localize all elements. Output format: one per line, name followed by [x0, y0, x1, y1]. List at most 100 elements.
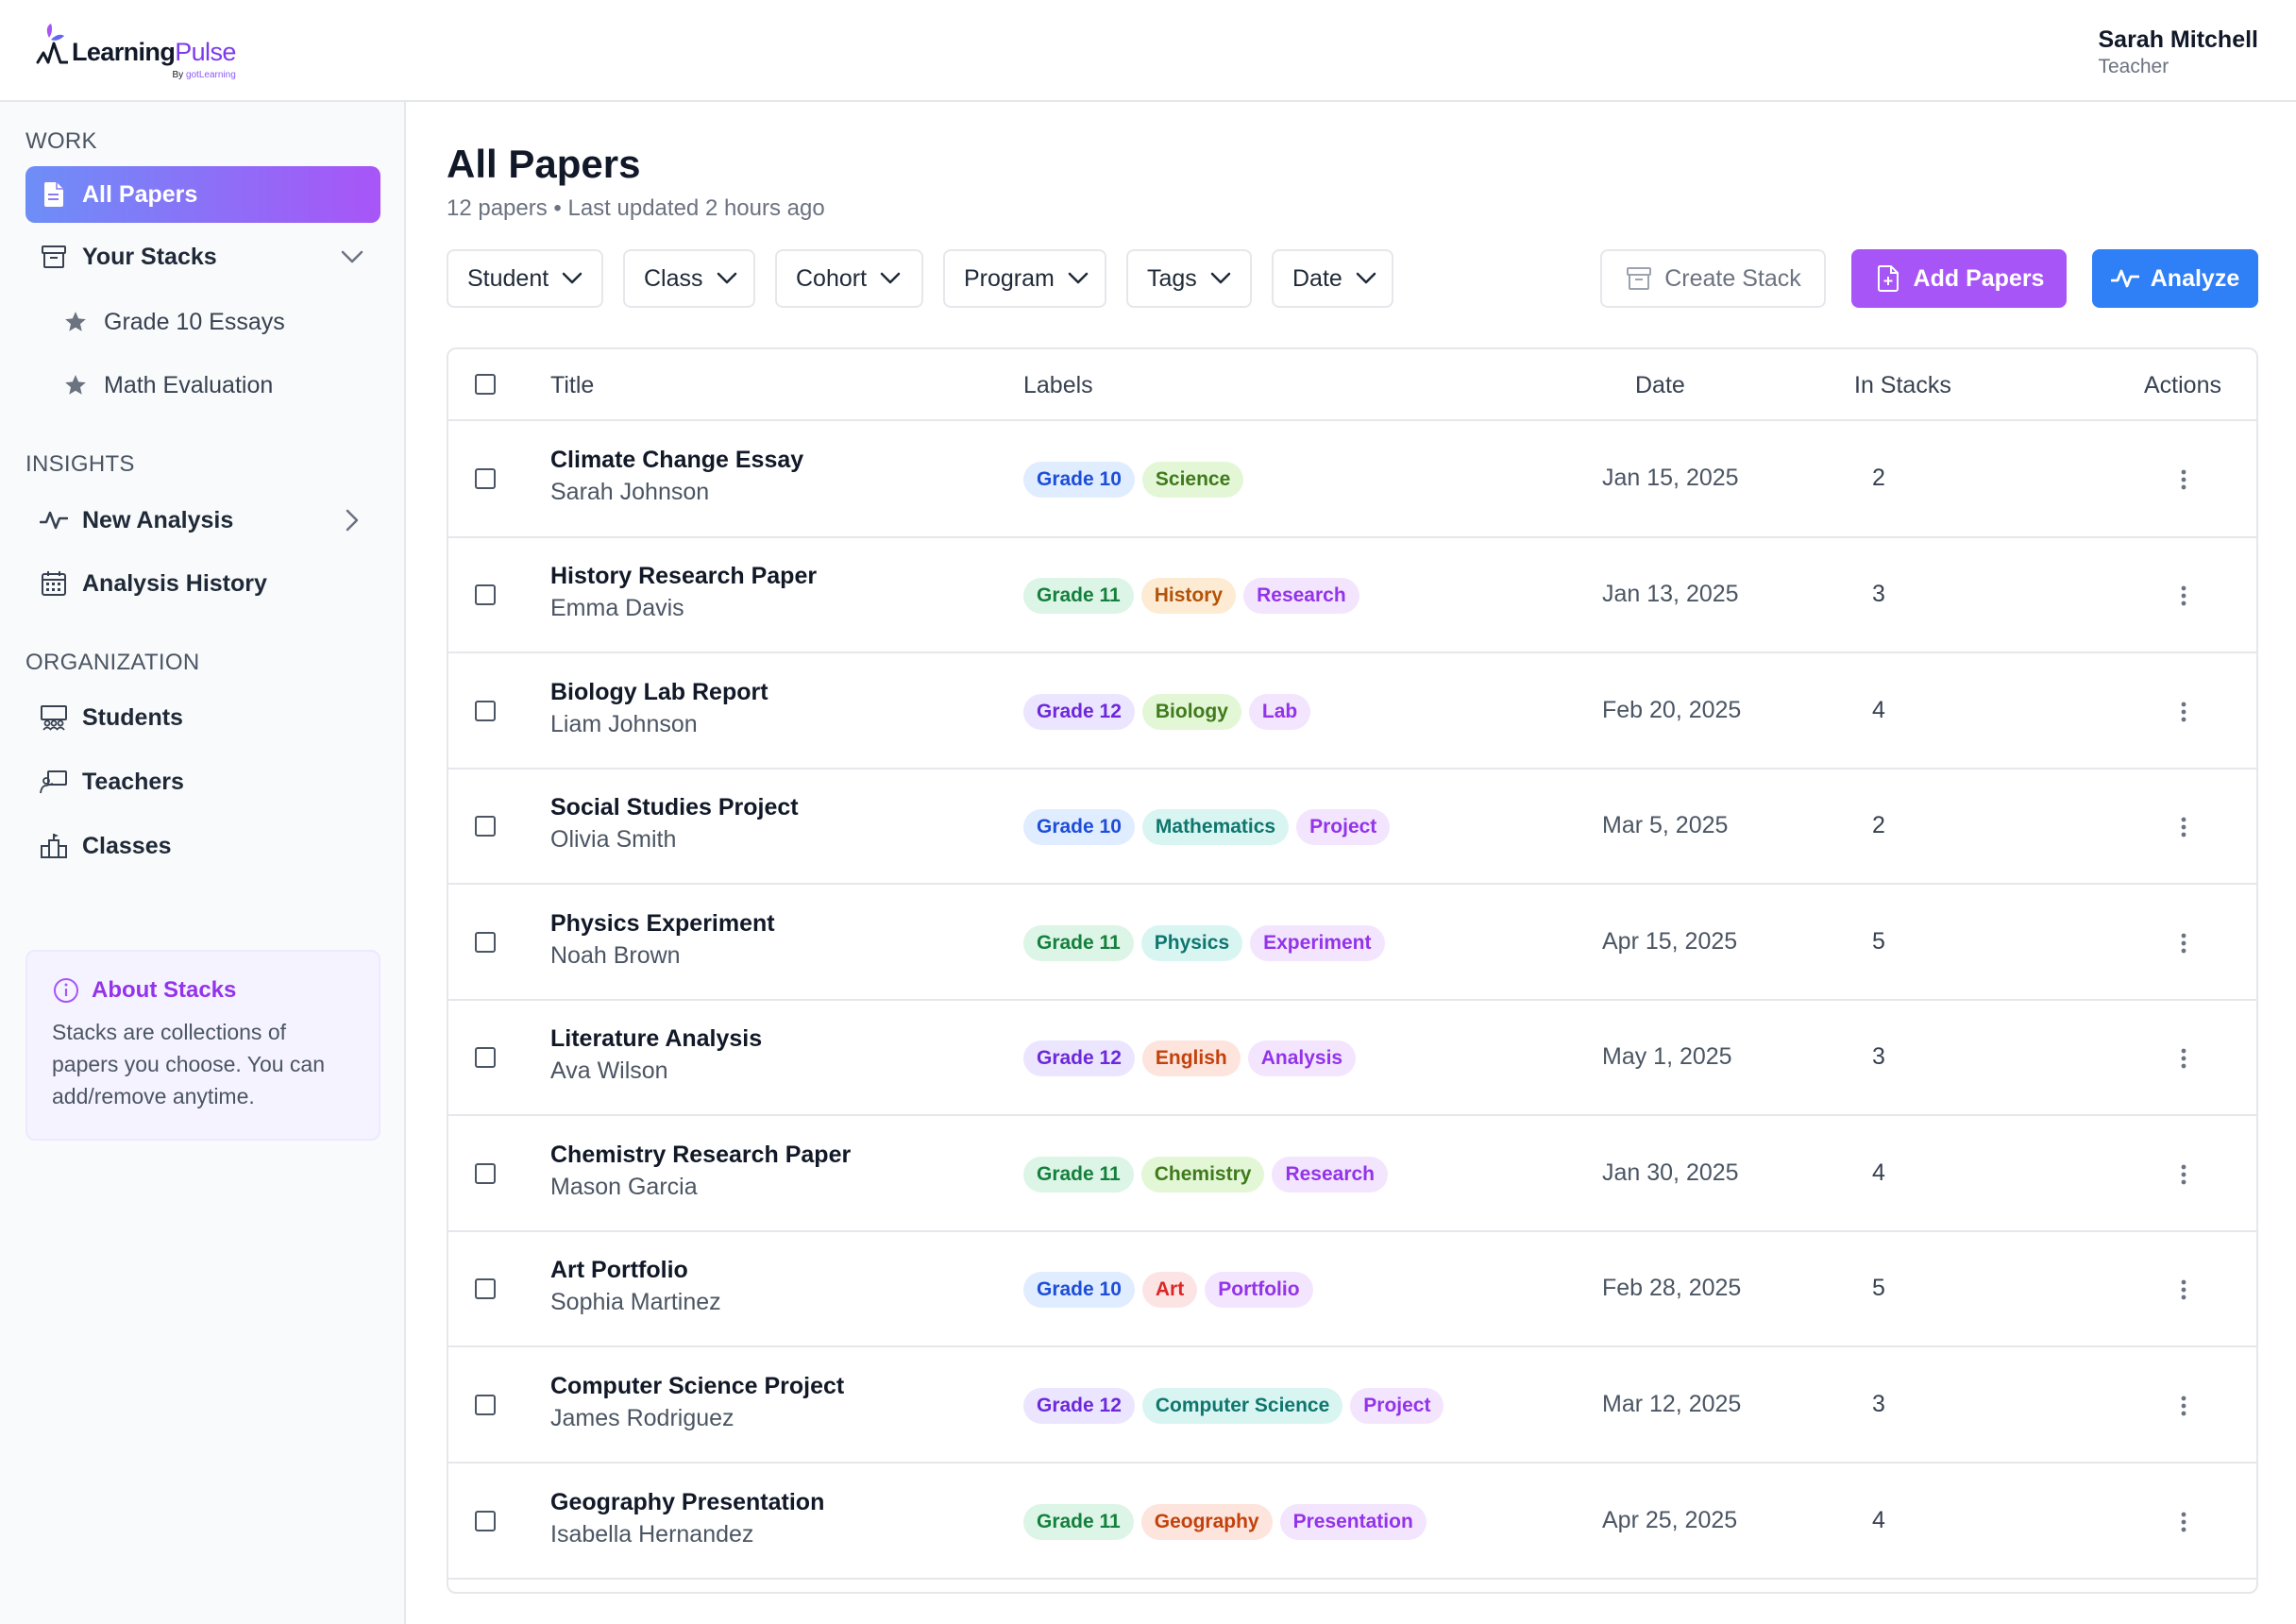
analyze-button[interactable]: Analyze: [2092, 249, 2258, 308]
paper-title[interactable]: Computer Science Project: [550, 1372, 845, 1399]
row-checkbox[interactable]: [475, 1278, 496, 1299]
label-tag[interactable]: Grade 11: [1023, 578, 1134, 614]
label-tag[interactable]: Geography: [1140, 1503, 1273, 1540]
more-actions-icon[interactable]: [2172, 699, 2195, 725]
label-tag[interactable]: Grade 12: [1023, 693, 1135, 730]
label-tag[interactable]: Grade 11: [1023, 924, 1134, 961]
row-checkbox[interactable]: [475, 1510, 496, 1531]
more-actions-icon[interactable]: [2172, 1393, 2195, 1419]
filter-cohort[interactable]: Cohort: [775, 249, 923, 308]
label-tag[interactable]: Grade 12: [1023, 1040, 1135, 1076]
label-tag[interactable]: Grade 10: [1023, 809, 1135, 845]
label-tag[interactable]: English: [1141, 1040, 1241, 1076]
table-row[interactable]: Art Portfolio Sophia Martinez Grade 10 Art P…: [448, 1232, 2256, 1347]
label-tag[interactable]: Biology: [1141, 693, 1241, 730]
table-row[interactable]: Chemistry Research Paper Mason Garcia Grad…: [448, 1116, 2256, 1232]
label-tag[interactable]: Grade 10: [1023, 462, 1135, 498]
select-all-checkbox[interactable]: [475, 374, 496, 395]
table-row[interactable]: History Research Paper Emma Davis Grade 11…: [448, 538, 2256, 653]
label-tag[interactable]: Chemistry: [1140, 1156, 1265, 1193]
table-row[interactable]: Geography Presentation Isabella Hernandez…: [448, 1463, 2256, 1580]
row-checkbox[interactable]: [475, 584, 496, 605]
column-header-in-stacks[interactable]: In Stacks: [1854, 372, 1951, 398]
sidebar-item-analysis-history[interactable]: Analysis History: [25, 555, 380, 612]
row-checkbox[interactable]: [475, 816, 496, 837]
label-tag[interactable]: Science: [1141, 462, 1244, 498]
label-tag[interactable]: Portfolio: [1205, 1272, 1313, 1308]
column-header-labels[interactable]: Labels: [1023, 372, 1093, 398]
row-checkbox[interactable]: [475, 1047, 496, 1068]
more-actions-icon[interactable]: [2172, 1509, 2195, 1535]
row-checkbox[interactable]: [475, 1394, 496, 1415]
table-row[interactable]: Social Studies Project Olivia Smith Grade …: [448, 770, 2256, 885]
chevron-right-icon[interactable]: [337, 505, 367, 535]
label-tag[interactable]: Research: [1243, 578, 1359, 614]
row-checkbox[interactable]: [475, 931, 496, 953]
label-list: Grade 11 History Research: [1023, 578, 1359, 614]
more-actions-icon[interactable]: [2172, 814, 2195, 840]
more-actions-icon[interactable]: [2172, 1161, 2195, 1188]
filter-student[interactable]: Student: [447, 249, 603, 308]
label-tag[interactable]: History: [1140, 578, 1237, 614]
table-row[interactable]: Climate Change Essay Sarah Johnson Grade 1…: [448, 421, 2256, 538]
label-tag[interactable]: Lab: [1248, 693, 1311, 730]
more-actions-icon[interactable]: [2172, 583, 2195, 609]
paper-title[interactable]: Geography Presentation: [550, 1488, 825, 1515]
more-actions-icon[interactable]: [2172, 1045, 2195, 1072]
table-row[interactable]: Physics Experiment Noah Brown Grade 11 Phys…: [448, 885, 2256, 1001]
chevron-down-icon[interactable]: [337, 242, 367, 272]
paper-title[interactable]: Climate Change Essay: [550, 447, 804, 473]
sidebar-item-new-analysis[interactable]: New Analysis: [25, 492, 380, 549]
filter-class[interactable]: Class: [623, 249, 755, 308]
add-papers-button[interactable]: Add Papers: [1851, 249, 2067, 308]
column-header-title[interactable]: Title: [550, 372, 595, 398]
label-tag[interactable]: Mathematics: [1141, 809, 1290, 845]
sidebar-item-classes[interactable]: Classes: [25, 818, 380, 874]
label-tag[interactable]: Grade 11: [1023, 1503, 1134, 1540]
sidebar-stack-grade-10-essays[interactable]: Grade 10 Essays: [62, 298, 285, 346]
sidebar-stack-math-evaluation[interactable]: Math Evaluation: [62, 362, 273, 409]
label-tag[interactable]: Analysis: [1247, 1040, 1357, 1076]
more-actions-icon[interactable]: [2172, 1277, 2195, 1303]
label-tag[interactable]: Computer Science: [1141, 1387, 1343, 1424]
paper-title[interactable]: Physics Experiment: [550, 909, 775, 937]
row-checkbox[interactable]: [475, 1162, 496, 1184]
label-tag[interactable]: Art: [1141, 1272, 1198, 1308]
paper-title[interactable]: Biology Lab Report: [550, 678, 768, 705]
table-row[interactable]: Biology Lab Report Liam Johnson Grade 12 Bi…: [448, 653, 2256, 770]
sidebar-item-all-papers[interactable]: All Papers: [25, 166, 380, 223]
filter-date[interactable]: Date: [1272, 249, 1393, 308]
label-tag[interactable]: Research: [1272, 1156, 1388, 1193]
filter-tags[interactable]: Tags: [1126, 249, 1252, 308]
label-tag[interactable]: Project: [1296, 809, 1391, 845]
paper-title[interactable]: Chemistry Research Paper: [550, 1141, 852, 1168]
label-tag[interactable]: Presentation: [1279, 1503, 1427, 1540]
label-tag[interactable]: Grade 10: [1023, 1272, 1135, 1308]
more-actions-icon[interactable]: [2172, 930, 2195, 956]
column-header-date[interactable]: Date: [1635, 372, 1685, 398]
sidebar-item-students[interactable]: Students: [25, 689, 380, 746]
table-row[interactable]: Computer Science Project James Rodriguez G…: [448, 1347, 2256, 1463]
sidebar-item-your-stacks[interactable]: Your Stacks: [25, 228, 380, 285]
paper-title[interactable]: History Research Paper: [550, 563, 818, 589]
user-profile[interactable]: Sarah Mitchell Teacher: [2099, 26, 2259, 78]
stack-count: 3: [1872, 1390, 1885, 1417]
row-checkbox[interactable]: [475, 700, 496, 721]
label-tag[interactable]: Grade 11: [1023, 1156, 1134, 1193]
table-row[interactable]: Literature Analysis Ava Wilson Grade 12 Eng…: [448, 1001, 2256, 1116]
paper-title[interactable]: Social Studies Project: [550, 794, 799, 820]
label-tag[interactable]: Physics: [1140, 924, 1243, 961]
filter-program[interactable]: Program: [943, 249, 1106, 308]
row-checkbox[interactable]: [475, 468, 496, 489]
sidebar-item-teachers[interactable]: Teachers: [25, 753, 380, 810]
label-tag[interactable]: Experiment: [1250, 924, 1385, 961]
paper-author: Olivia Smith: [550, 826, 677, 853]
more-actions-icon[interactable]: [2172, 466, 2195, 493]
label-tag[interactable]: Project: [1350, 1387, 1444, 1424]
logo[interactable]: LearningPulse By gotLearning: [36, 23, 236, 80]
paper-title[interactable]: Literature Analysis: [550, 1025, 763, 1052]
create-stack-button[interactable]: Create Stack: [1600, 249, 1826, 308]
label-tag[interactable]: Grade 12: [1023, 1387, 1135, 1424]
paper-title[interactable]: Art Portfolio: [550, 1257, 688, 1283]
stack-count: 4: [1872, 696, 1885, 723]
